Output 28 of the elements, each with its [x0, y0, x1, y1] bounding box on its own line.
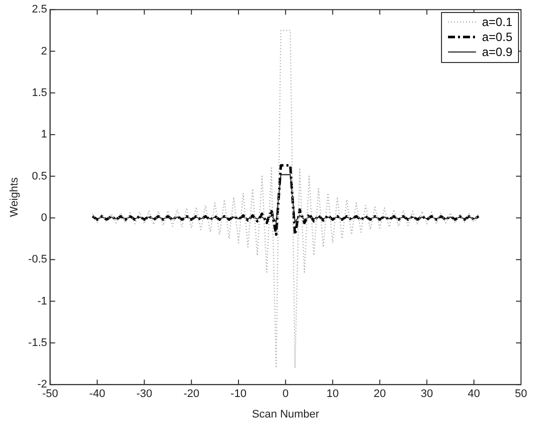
x-tick-label: -40 — [89, 388, 106, 400]
x-tick-label: 10 — [326, 388, 339, 400]
legend-label: a=0.5 — [482, 30, 512, 45]
x-tick-label: 20 — [374, 388, 386, 400]
x-tick-label: -10 — [230, 388, 246, 400]
x-tick-label: -30 — [136, 388, 152, 400]
y-tick-label: -0.5 — [28, 254, 48, 266]
x-tick-label: -50 — [42, 388, 58, 400]
y-tick-label: -1.5 — [28, 336, 48, 349]
y-tick-label: 1 — [41, 128, 48, 141]
y-tick-label: 2.5 — [32, 4, 48, 16]
x-tick-label: 30 — [420, 388, 433, 400]
legend-label: a=0.1 — [482, 14, 512, 30]
x-tick-label: 40 — [468, 388, 480, 400]
y-tick-label: -1 — [37, 295, 48, 308]
x-axis-title: Scan Number — [252, 408, 320, 420]
y-tick-label: 0 — [41, 212, 48, 224]
y-tick-label: -2 — [37, 378, 48, 391]
line-series — [92, 30, 480, 369]
y-tick-label: 0.5 — [32, 170, 48, 182]
y-tick-label: 1.5 — [32, 86, 48, 99]
line-series — [91, 164, 480, 236]
x-tick-label: 0 — [282, 388, 289, 400]
y-axis-title: Weights — [8, 176, 21, 217]
legend-label: a=0.9 — [482, 44, 512, 60]
y-tick-label: 2 — [41, 45, 48, 58]
x-tick-label: 50 — [514, 388, 528, 400]
x-tick-label: -20 — [183, 388, 200, 400]
